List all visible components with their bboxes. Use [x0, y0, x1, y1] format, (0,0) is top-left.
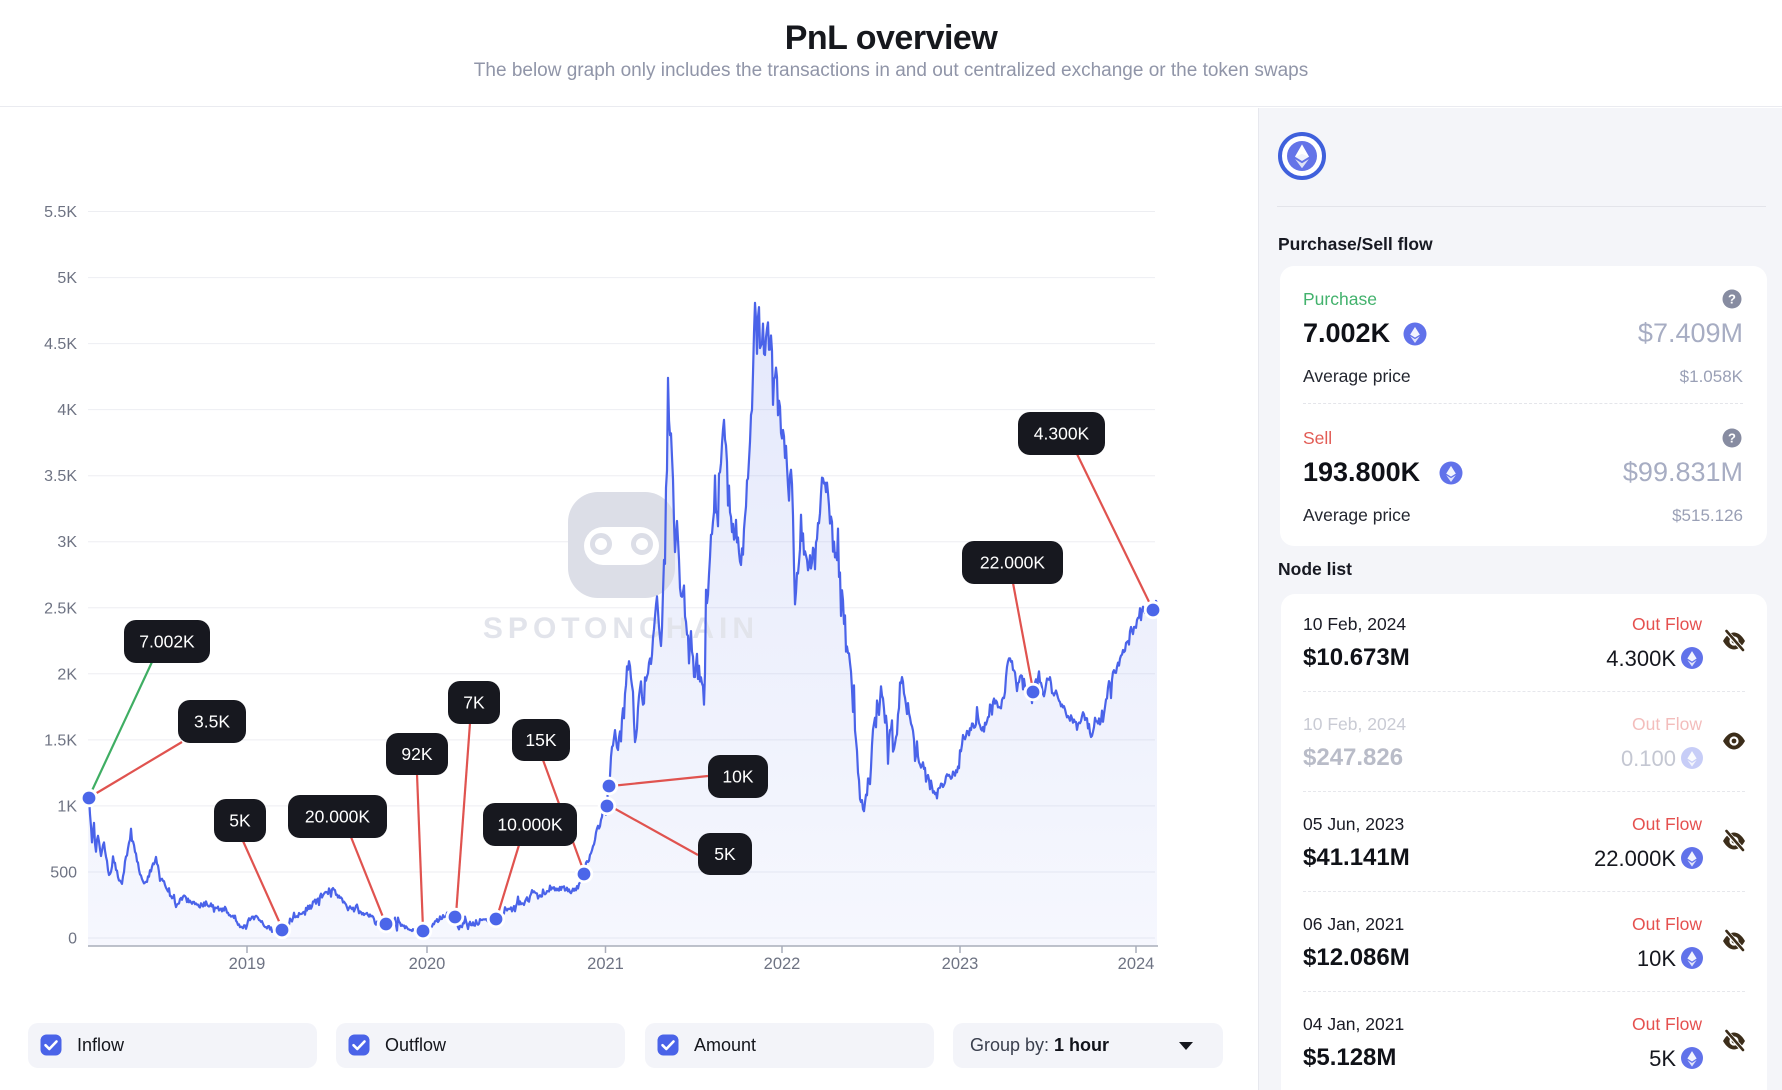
- svg-text:500: 500: [50, 865, 77, 882]
- svg-text:2021: 2021: [587, 955, 624, 973]
- svg-text:3.5K: 3.5K: [194, 712, 230, 732]
- svg-text:1.5K: 1.5K: [44, 732, 77, 749]
- svg-text:1K: 1K: [57, 798, 77, 815]
- svg-text:2023: 2023: [942, 955, 979, 973]
- svg-text:2019: 2019: [229, 955, 266, 973]
- svg-text:10.000K: 10.000K: [497, 815, 563, 835]
- svg-text:5K: 5K: [714, 844, 736, 864]
- svg-text:5K: 5K: [229, 811, 251, 831]
- svg-text:10K: 10K: [722, 767, 753, 787]
- svg-text:?: ?: [1728, 292, 1736, 307]
- svg-text:2022: 2022: [764, 955, 801, 973]
- svg-text:5K: 5K: [57, 270, 77, 287]
- svg-text:0: 0: [68, 931, 77, 948]
- svg-text:7.002K: 7.002K: [139, 632, 195, 652]
- svg-text:4K: 4K: [57, 402, 77, 419]
- svg-text:4.5K: 4.5K: [44, 336, 77, 353]
- svg-text:2020: 2020: [409, 955, 446, 973]
- svg-text:3.5K: 3.5K: [44, 468, 77, 485]
- svg-text:2.5K: 2.5K: [44, 600, 77, 617]
- svg-text:SPOTONCHAIN: SPOTONCHAIN: [483, 612, 759, 645]
- svg-text:4.300K: 4.300K: [1034, 424, 1090, 444]
- svg-text:22.000K: 22.000K: [980, 553, 1046, 573]
- svg-text:2K: 2K: [57, 666, 77, 683]
- svg-text:?: ?: [1728, 431, 1736, 446]
- svg-text:3K: 3K: [57, 534, 77, 551]
- svg-text:92K: 92K: [401, 744, 432, 764]
- svg-text:5.5K: 5.5K: [44, 204, 77, 221]
- svg-text:7K: 7K: [463, 693, 485, 713]
- svg-text:20.000K: 20.000K: [305, 807, 371, 827]
- svg-text:2024: 2024: [1118, 955, 1155, 973]
- svg-text:15K: 15K: [525, 730, 556, 750]
